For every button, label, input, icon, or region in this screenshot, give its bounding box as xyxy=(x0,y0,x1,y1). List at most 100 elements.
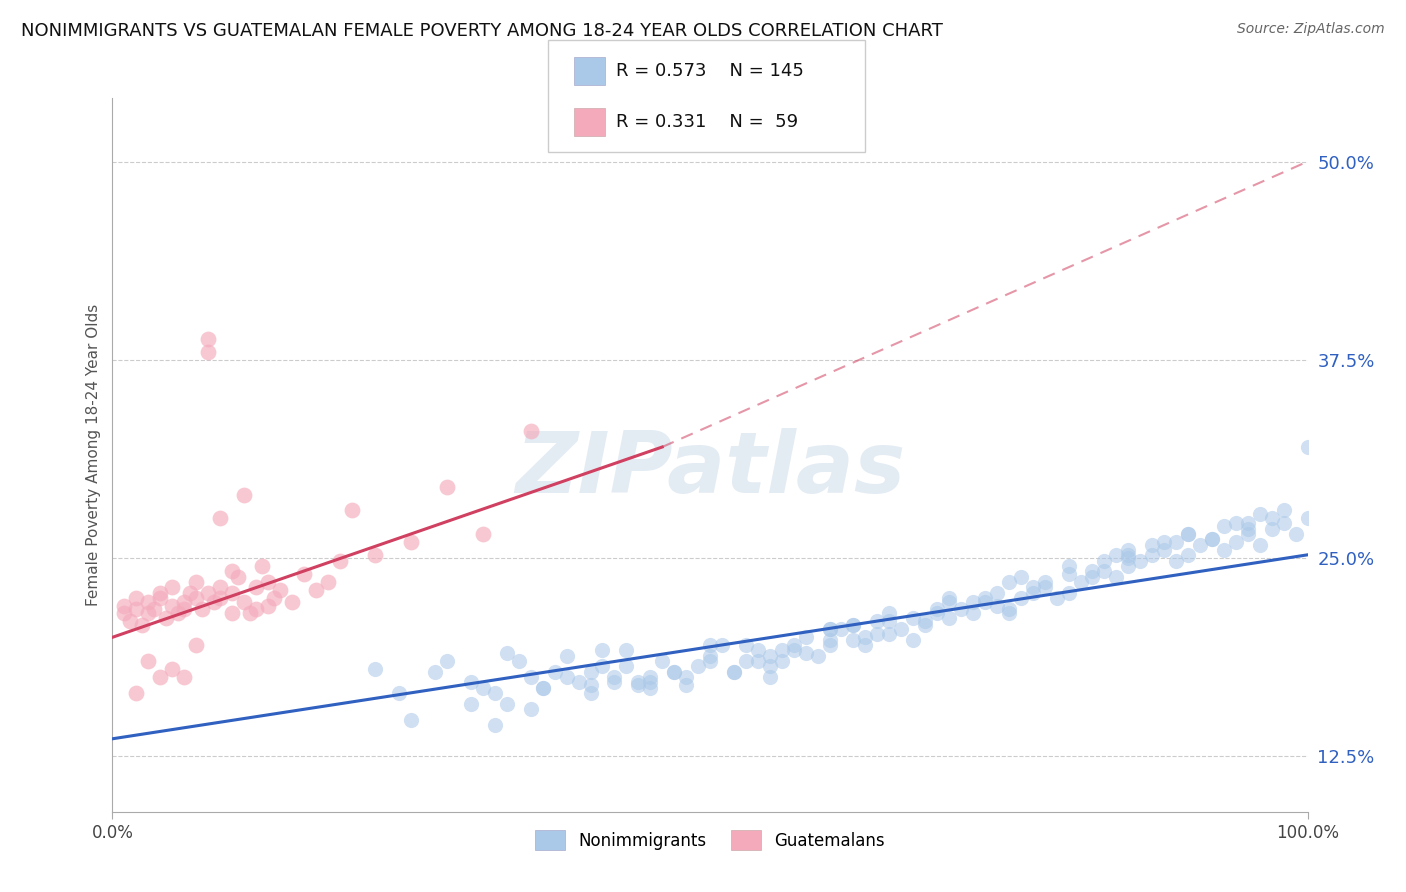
Point xyxy=(520,670,543,684)
Point xyxy=(281,595,304,609)
Point xyxy=(186,574,208,589)
Point xyxy=(202,595,225,609)
Point xyxy=(879,607,901,621)
Point xyxy=(1046,591,1069,605)
Point xyxy=(138,607,160,621)
Point xyxy=(903,611,925,625)
Point xyxy=(735,654,758,668)
Point xyxy=(221,564,243,578)
Point xyxy=(1081,564,1104,578)
Point xyxy=(472,527,495,541)
Point xyxy=(675,678,697,692)
Point xyxy=(364,548,387,562)
Point xyxy=(125,591,148,605)
Point xyxy=(855,630,877,644)
Point xyxy=(1094,564,1116,578)
Point xyxy=(1081,570,1104,584)
Point xyxy=(221,607,243,621)
Point xyxy=(1033,574,1056,589)
Point xyxy=(340,503,363,517)
Point xyxy=(484,717,506,731)
Point xyxy=(1201,532,1223,546)
Point xyxy=(472,681,495,695)
Point xyxy=(1225,535,1247,549)
Point xyxy=(1272,516,1295,530)
Point xyxy=(938,611,960,625)
Point xyxy=(149,670,172,684)
Point xyxy=(735,638,758,652)
Point xyxy=(125,601,148,615)
Point xyxy=(914,615,936,629)
Point xyxy=(579,686,602,700)
Point xyxy=(842,633,865,648)
Point xyxy=(640,681,662,695)
Point xyxy=(425,665,447,680)
Point xyxy=(460,674,482,689)
Point xyxy=(759,658,782,673)
Point xyxy=(627,678,650,692)
Point xyxy=(245,580,267,594)
Point xyxy=(179,586,201,600)
Point xyxy=(316,574,339,589)
Point xyxy=(866,615,889,629)
Text: NONIMMIGRANTS VS GUATEMALAN FEMALE POVERTY AMONG 18-24 YEAR OLDS CORRELATION CHA: NONIMMIGRANTS VS GUATEMALAN FEMALE POVER… xyxy=(21,22,943,40)
Point xyxy=(1237,527,1260,541)
Point xyxy=(388,686,411,700)
Point xyxy=(818,633,841,648)
Point xyxy=(938,595,960,609)
Point xyxy=(1201,532,1223,546)
Text: R = 0.573    N = 145: R = 0.573 N = 145 xyxy=(616,62,804,80)
Text: Source: ZipAtlas.com: Source: ZipAtlas.com xyxy=(1237,22,1385,37)
Point xyxy=(257,599,280,613)
Point xyxy=(197,332,219,346)
Point xyxy=(269,582,291,597)
Text: ZIPatlas: ZIPatlas xyxy=(515,427,905,511)
Point xyxy=(855,638,877,652)
Point xyxy=(807,649,830,664)
Point xyxy=(125,686,148,700)
Point xyxy=(329,554,352,568)
Point xyxy=(401,713,423,727)
Point xyxy=(711,638,734,652)
Point xyxy=(531,681,554,695)
Point xyxy=(1237,523,1260,537)
Point xyxy=(138,654,160,668)
Point xyxy=(1057,558,1080,573)
Point xyxy=(1213,519,1236,533)
Point xyxy=(914,617,936,632)
Point xyxy=(794,646,817,660)
Point xyxy=(1225,516,1247,530)
Point xyxy=(938,591,960,605)
Point xyxy=(903,633,925,648)
Point xyxy=(120,615,142,629)
Point xyxy=(436,480,458,494)
Point xyxy=(842,617,865,632)
Point xyxy=(842,617,865,632)
Point xyxy=(1166,554,1188,568)
Point xyxy=(664,665,686,680)
Point xyxy=(209,580,232,594)
Point xyxy=(1153,535,1175,549)
Point xyxy=(555,649,578,664)
Point xyxy=(263,591,285,605)
Point xyxy=(508,654,530,668)
Point xyxy=(1285,527,1308,541)
Point xyxy=(233,595,256,609)
Point xyxy=(592,658,614,673)
Point xyxy=(1249,507,1271,521)
Point xyxy=(616,643,638,657)
Point xyxy=(401,535,423,549)
Point xyxy=(143,601,166,615)
Point xyxy=(998,574,1021,589)
Point xyxy=(1237,516,1260,530)
Point xyxy=(759,670,782,684)
Point xyxy=(699,649,721,664)
Point xyxy=(818,623,841,637)
Point xyxy=(162,662,183,676)
Point xyxy=(579,665,602,680)
Point xyxy=(209,511,232,525)
Point xyxy=(555,670,578,684)
Point xyxy=(770,654,793,668)
Point xyxy=(1010,570,1032,584)
Point xyxy=(818,638,841,652)
